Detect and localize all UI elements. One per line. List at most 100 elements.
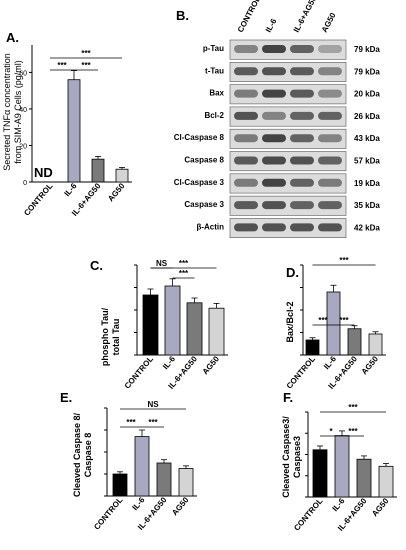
panel-e-sig-label: NS [147,400,159,409]
panel-a-y-tick-label: 40 [19,107,27,114]
panel-a-category-label: CONTROL [22,181,54,217]
blot-column-label: CONTROL [236,0,263,34]
panel-label-a: A. [6,30,19,45]
blot-kda-label: 19 kDa [354,179,380,188]
blot-band [290,111,314,120]
panel-e-sig-label: *** [126,418,136,427]
panel-e-ylabel-line1: Cleaved Caspase 8/ [72,412,82,497]
blot-band [234,45,258,53]
blot-column-label: IL-6 [264,17,279,34]
blot-band [290,67,314,76]
panel-a-category-label: AG50 [106,181,127,203]
blot-row-label: Caspase 8 [184,156,224,165]
panel-d-bar [305,339,320,356]
panel-a-ylabel-line1: Secreted TNFα concentration [2,53,12,171]
panel-c-bar [164,285,181,356]
panel-d-bar [326,291,341,356]
blot-strip [229,84,347,105]
blot-band [262,178,286,187]
panel-e-ylabel: Cleaved Caspase 8/ Caspase 8 [72,412,93,497]
panel-d-sig-label: *** [339,316,349,325]
blot-band [234,89,258,98]
panel-a-bar [115,168,129,183]
panel-a-y-tick-label: 0 [23,180,27,187]
blot-band [262,67,286,76]
panel-f-category-label: AG50 [370,496,391,518]
blot-strip [229,39,347,60]
blot-band [318,156,342,165]
blot-band [234,156,258,165]
panel-f-ylabel-line2: Caspase3 [292,436,302,478]
panel-f-chart: CONTROL IL-6IL-6+AG50 AG50* ****** [292,403,397,533]
blot-column-label: IL-6+AG50 [292,0,319,34]
blot-row-label: Cl-Caspase 3 [174,178,225,187]
panel-f-bar [378,465,394,498]
panel-f-bar [312,449,328,498]
blot-kda-label: 35 kDa [354,201,380,210]
blot-band [262,111,286,120]
panel-f-sig-label: *** [348,403,358,412]
panel-e-category-label: CONTROL [92,495,124,531]
panel-a-bar [67,79,81,183]
panel-d-ylabel-line1: Bax/Bcl-2 [285,301,295,342]
blot-band [234,178,258,187]
blot-band [290,201,314,210]
blot-band [234,111,258,120]
panel-e-chart: CONTROL IL-6IL-6+AG50 AG50*** ***NS [92,400,197,532]
blot-band [262,156,286,165]
blot-band [262,134,286,143]
panel-c-sig-label: *** [179,269,189,278]
panel-a-nd-label: ND [34,165,53,180]
panel-c-bar [142,294,159,356]
panel-c-ylabel-line1: phospho Tau/ [100,307,110,366]
panel-f-bar [334,435,350,498]
blot-band [318,89,342,98]
panel-f-sig-label: *** [348,427,358,436]
panel-e-category-label: AG50 [170,495,191,517]
panel-f-sig-label: * [329,427,333,436]
panel-label-e: E. [60,390,72,405]
blot-kda-label: 57 kDa [354,157,380,166]
blot-row-label: Caspase 3 [184,200,224,209]
panel-e-ylabel-line2: Caspase 8 [83,433,93,478]
panel-f-bar [356,458,372,498]
blot-strip [229,151,347,172]
blot-row-label: Bcl-2 [204,111,224,120]
panel-f-category-label: IL-6 [330,496,346,513]
blot-kda-label: 79 kDa [354,45,380,54]
panel-a-ylabel-line2: from SIM-A9 Cells (pg/ml) [13,60,23,164]
panel-a-category-label: IL-6 [62,181,78,198]
panel-c-bar [208,307,225,356]
panel-c-ylabel: phospho Tau/ total Tau [100,307,121,366]
western-blot: CONTROL IL-6 IL-6+AG50 AG50 p-Tau 79 kDa t-Tau… [174,0,380,238]
blot-kda-label: 26 kDa [354,112,380,121]
blot-band [290,89,314,98]
panel-a-bar [91,158,105,183]
panel-a-y-tick-label: 20 [19,143,27,150]
panel-d-sig-label: *** [339,256,349,265]
panel-c-category-label: IL-6 [161,354,177,371]
blot-row-label: t-Tau [205,66,224,75]
panel-d-chart: CONTROL IL-6IL-6+AG50 AG50*** ****** [285,256,386,391]
panel-e-bar [112,473,128,497]
blot-band [262,201,286,210]
blot-band [262,89,286,98]
panel-f-category-label: CONTROL [292,496,324,532]
panel-label-c: C. [90,258,103,273]
panel-label-d: D. [286,265,299,280]
panel-d-bar [368,333,383,356]
panel-e-bar [178,468,194,497]
blot-kda-label: 20 kDa [354,90,380,99]
panel-d-ylabel: Bax/Bcl-2 [285,301,295,342]
blot-band [234,223,258,232]
blot-band [318,223,342,232]
panel-d-category-label: IL-6 [322,354,338,371]
blot-kda-label: 79 kDa [354,67,380,76]
blot-band [234,134,258,143]
panel-f-ylabel: Cleaved Caspase3/ Caspase3 [281,416,302,498]
panel-e-bar [134,436,150,497]
panel-e-sig-label: *** [148,418,158,427]
panel-label-b: B. [176,8,189,23]
